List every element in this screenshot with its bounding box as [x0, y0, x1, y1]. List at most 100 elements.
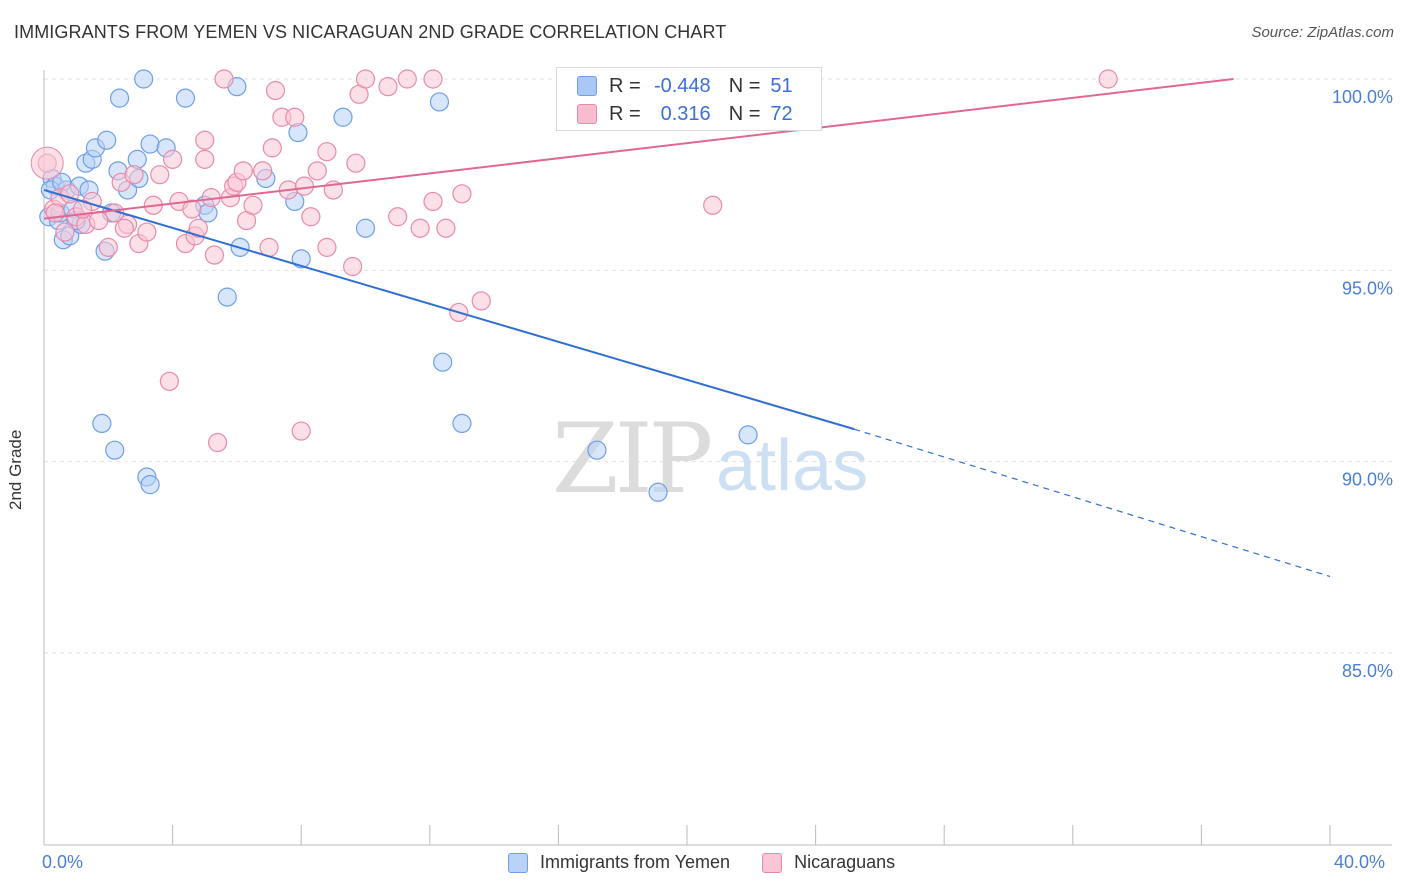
- legend-label-nicaraguans: Nicaraguans: [794, 852, 896, 872]
- point-yemen: [648, 482, 668, 502]
- trend-line-yemen: [43, 189, 855, 431]
- point-nicaraguans: [150, 165, 170, 185]
- point-nicaraguans: [233, 161, 253, 181]
- point-nicaraguans: [388, 207, 408, 227]
- point-nicaraguans: [265, 80, 286, 101]
- n-value-yemen: 51: [770, 74, 793, 97]
- trend-lines: [43, 78, 1331, 578]
- point-nicaraguans: [262, 138, 282, 158]
- point-yemen: [134, 69, 154, 89]
- point-nicaraguans: [30, 146, 64, 180]
- point-nicaraguans: [195, 149, 215, 169]
- series-legend: Immigrants from Yemen Nicaraguans: [508, 852, 927, 873]
- point-nicaraguans: [397, 69, 417, 89]
- point-nicaraguans: [45, 203, 65, 223]
- legend-item-yemen[interactable]: Immigrants from Yemen: [508, 852, 730, 873]
- legend-swatch-nicaraguans: [762, 852, 783, 873]
- n-value-nicaraguans: 72: [770, 102, 793, 125]
- x-tick-label-min: 0.0%: [42, 852, 84, 872]
- point-nicaraguans: [301, 207, 321, 227]
- y-tick-labels: 100.0% 95.0% 90.0% 85.0%: [1332, 87, 1393, 681]
- legend-row-yemen: R = -0.448 N = 51: [577, 72, 793, 100]
- point-nicaraguans: [423, 69, 443, 89]
- watermark: ZIP atlas: [552, 403, 868, 515]
- point-nicaraguans: [703, 195, 723, 215]
- legend-swatch-yemen: [577, 76, 597, 96]
- y-tick-label-85: 85.0%: [1342, 661, 1393, 681]
- point-nicaraguans: [114, 218, 134, 238]
- point-nicaraguans: [182, 199, 202, 219]
- point-nicaraguans: [317, 237, 337, 257]
- trend-line-yemen-extension: [854, 428, 1331, 578]
- point-nicaraguans: [410, 218, 430, 238]
- point-nicaraguans: [378, 77, 398, 97]
- legend-row-nicaraguans: R = 0.316 N = 72: [577, 100, 793, 128]
- n-label: N =: [728, 102, 761, 125]
- watermark-zip: ZIP: [552, 403, 711, 515]
- point-nicaraguans: [98, 237, 118, 257]
- point-yemen: [738, 425, 758, 445]
- point-nicaraguans: [317, 142, 337, 162]
- point-yemen: [429, 92, 450, 112]
- point-nicaraguans: [124, 165, 144, 185]
- r-label: R =: [609, 102, 641, 125]
- legend-item-nicaraguans[interactable]: Nicaraguans: [762, 852, 895, 873]
- point-nicaraguans: [159, 371, 179, 391]
- point-yemen: [587, 440, 607, 460]
- point-nicaraguans: [163, 149, 183, 169]
- point-nicaraguans: [436, 218, 456, 238]
- point-yemen: [140, 134, 160, 154]
- point-nicaraguans: [471, 291, 491, 311]
- chart-title: IMMIGRANTS FROM YEMEN VS NICARAGUAN 2ND …: [14, 22, 727, 42]
- point-nicaraguans: [355, 69, 376, 89]
- x-tick-label-max: 40.0%: [1334, 852, 1386, 872]
- watermark-atlas: atlas: [716, 426, 868, 506]
- correlation-legend: R = -0.448 N = 51 R = 0.316 N = 72: [556, 67, 822, 131]
- point-nicaraguans: [307, 161, 327, 181]
- point-yemen: [92, 413, 112, 433]
- point-yemen: [175, 88, 196, 108]
- point-nicaraguans: [195, 130, 215, 150]
- point-nicaraguans: [89, 210, 109, 231]
- point-nicaraguans: [285, 107, 305, 127]
- point-yemen: [217, 287, 237, 307]
- point-nicaraguans: [204, 245, 224, 265]
- r-value-yemen: -0.448: [653, 74, 711, 97]
- point-yemen: [333, 107, 353, 127]
- legend-swatch-yemen: [508, 852, 528, 873]
- r-value-nicaraguans: 0.316: [660, 102, 711, 125]
- point-nicaraguans: [253, 161, 273, 181]
- n-label: N =: [728, 74, 761, 97]
- trend-line-nicaraguans: [43, 78, 1234, 220]
- y-tick-label-90: 90.0%: [1342, 470, 1393, 490]
- point-nicaraguans: [291, 421, 311, 441]
- point-nicaraguans: [137, 222, 157, 242]
- point-nicaraguans: [214, 69, 234, 89]
- point-nicaraguans: [343, 256, 363, 277]
- point-nicaraguans: [294, 176, 315, 196]
- point-nicaraguans: [1098, 69, 1118, 89]
- point-nicaraguans: [188, 218, 208, 238]
- axes: [43, 70, 1392, 846]
- source-label: Source: ZipAtlas.com: [1251, 24, 1394, 41]
- point-yemen: [105, 440, 125, 460]
- point-yemen: [140, 475, 160, 495]
- y-tick-label-100: 100.0%: [1332, 87, 1393, 107]
- legend-label-yemen: Immigrants from Yemen: [540, 852, 731, 872]
- point-nicaraguans: [243, 195, 263, 215]
- point-yemen: [433, 352, 453, 372]
- point-nicaraguans: [208, 432, 228, 453]
- r-label: R =: [609, 74, 641, 97]
- point-nicaraguans: [55, 222, 75, 242]
- point-nicaraguans: [423, 191, 443, 212]
- point-nicaraguans: [346, 153, 366, 173]
- point-yemen: [97, 130, 117, 150]
- y-tick-label-95: 95.0%: [1342, 278, 1393, 298]
- point-yemen: [452, 413, 472, 433]
- legend-swatch-nicaraguans: [577, 104, 597, 124]
- point-yemen: [109, 88, 130, 108]
- point-nicaraguans: [452, 184, 472, 204]
- point-yemen: [355, 218, 376, 238]
- point-yemen: [291, 249, 311, 269]
